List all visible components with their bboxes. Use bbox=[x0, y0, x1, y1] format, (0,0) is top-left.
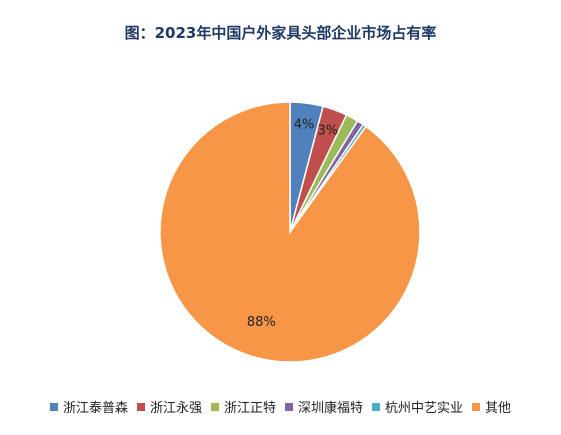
pie-data-label-1: 3% bbox=[318, 124, 339, 139]
legend-label-2: 浙江正特 bbox=[223, 401, 276, 416]
legend-item-0: 浙江泰普森 bbox=[49, 397, 128, 416]
legend-swatch-1 bbox=[136, 402, 145, 411]
legend-item-3: 深圳康福特 bbox=[285, 397, 363, 416]
pie-slice-5 bbox=[159, 101, 421, 363]
legend-label-3: 深圳康福特 bbox=[298, 401, 364, 416]
pie-data-label-5: 88% bbox=[247, 315, 276, 330]
pie-data-label-0: 4% bbox=[294, 118, 315, 133]
pie-data-labels: 4% 3% 88% bbox=[247, 118, 338, 330]
legend-label-5: 其他 bbox=[485, 401, 512, 416]
legend-swatch-0 bbox=[49, 402, 58, 411]
legend-label-1: 浙江永强 bbox=[149, 401, 202, 416]
legend-item-2: 浙江正特 bbox=[210, 397, 276, 416]
legend-item-1: 浙江永强 bbox=[136, 397, 202, 416]
legend-label-4: 杭州中艺实业 bbox=[385, 401, 464, 416]
legend-item-4: 杭州中艺实业 bbox=[372, 397, 463, 416]
legend-item-5: 其他 bbox=[472, 397, 511, 416]
chart-legend: 浙江泰普森 浙江永强 浙江正特 深圳康福特 杭州中艺实业 其他 bbox=[0, 397, 561, 416]
pie-slices bbox=[159, 101, 421, 363]
chart-title: 图：2023年中国户外家具头部企业市场占有率 bbox=[124, 24, 437, 42]
legend-label-0: 浙江泰普森 bbox=[62, 401, 128, 416]
legend-swatch-5 bbox=[472, 402, 481, 411]
legend-swatch-4 bbox=[372, 402, 381, 411]
legend-swatch-3 bbox=[285, 402, 293, 411]
legend-swatch-2 bbox=[210, 402, 219, 411]
